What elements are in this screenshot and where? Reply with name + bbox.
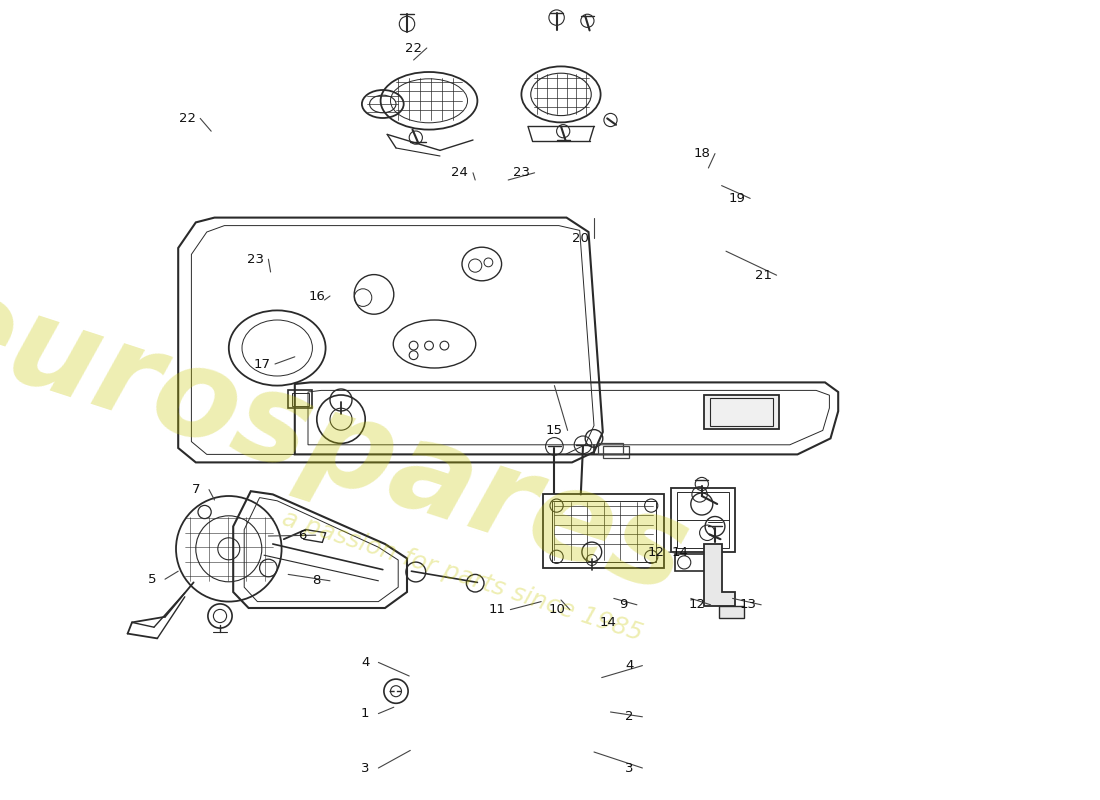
Text: 3: 3 (361, 762, 370, 774)
Bar (675, 554, 719, 571)
Text: 11: 11 (488, 603, 506, 616)
Bar (671, 488, 735, 552)
Bar (676, 492, 729, 548)
Text: 1: 1 (361, 707, 370, 720)
Bar (543, 494, 664, 568)
Text: 10: 10 (548, 603, 565, 616)
Text: 21: 21 (755, 269, 772, 282)
Bar (288, 390, 312, 408)
Bar (603, 446, 629, 458)
Text: 6: 6 (298, 529, 307, 542)
Text: 2: 2 (625, 710, 634, 723)
Bar (710, 398, 773, 426)
Text: 7: 7 (191, 483, 200, 496)
Text: 12: 12 (647, 546, 664, 558)
Text: 15: 15 (546, 424, 563, 437)
Text: 24: 24 (451, 166, 469, 179)
Text: 22: 22 (178, 112, 196, 125)
Text: a passion for parts since 1985: a passion for parts since 1985 (278, 506, 646, 646)
Text: 14: 14 (671, 546, 689, 558)
Polygon shape (704, 544, 735, 606)
Text: 12: 12 (689, 598, 706, 611)
Text: 5: 5 (147, 573, 156, 586)
Bar (598, 443, 623, 454)
Text: 9: 9 (619, 598, 628, 611)
Bar (704, 395, 779, 429)
Text: 4: 4 (625, 659, 634, 672)
Text: 17: 17 (253, 358, 271, 370)
Text: 18: 18 (693, 147, 711, 160)
Text: 3: 3 (625, 762, 634, 774)
Text: 13: 13 (739, 598, 757, 611)
Bar (552, 501, 656, 562)
Text: 8: 8 (312, 574, 321, 587)
Text: 4: 4 (361, 656, 370, 669)
Text: 16: 16 (308, 290, 326, 302)
Bar (719, 606, 744, 618)
Text: 22: 22 (405, 42, 422, 54)
Bar (292, 393, 309, 406)
Text: 23: 23 (246, 253, 264, 266)
Text: eurospares: eurospares (0, 260, 703, 620)
Text: 14: 14 (600, 616, 617, 629)
Text: 23: 23 (513, 166, 530, 179)
Text: 19: 19 (728, 192, 746, 205)
Text: 20: 20 (572, 232, 590, 245)
